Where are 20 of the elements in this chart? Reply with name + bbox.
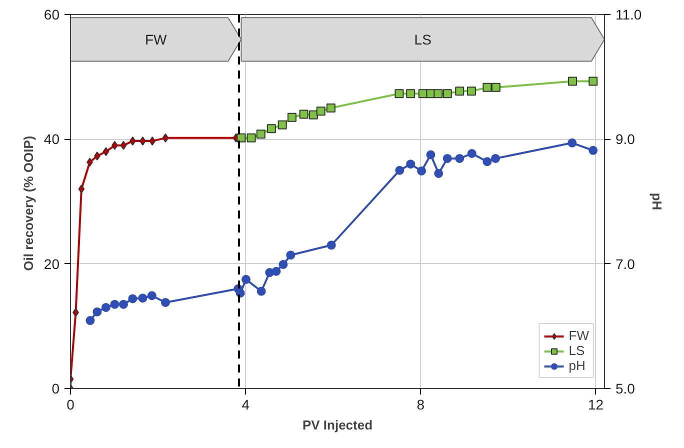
x-tick-label: 0 — [66, 396, 75, 412]
y2-tick-label: 11.0 — [616, 6, 642, 22]
band-label: FW — [144, 31, 168, 48]
y-tick-label: 20 — [44, 256, 60, 272]
x-axis-title: PV Injected — [302, 418, 373, 432]
y-tick-label: 0 — [52, 380, 60, 396]
y-tick-label: 40 — [44, 131, 60, 148]
y2-axis-title: pH — [650, 192, 665, 210]
legend-label: FW — [568, 328, 589, 343]
x-tick-label: 8 — [416, 396, 425, 412]
x-tick-label: 12 — [588, 396, 604, 412]
y2-tick-label: 5.0 — [616, 380, 636, 396]
x-tick-label: 4 — [242, 396, 250, 412]
legend-label: pH — [568, 358, 586, 373]
band-label: LS — [414, 31, 432, 48]
y2-tick-label: 7.0 — [616, 256, 636, 272]
y-tick-label: 60 — [44, 6, 60, 22]
y-axis-title: Oil recovery (% OOIP) — [20, 136, 36, 271]
y2-tick-label: 9.0 — [616, 131, 636, 148]
legend-label: LS — [568, 343, 586, 358]
